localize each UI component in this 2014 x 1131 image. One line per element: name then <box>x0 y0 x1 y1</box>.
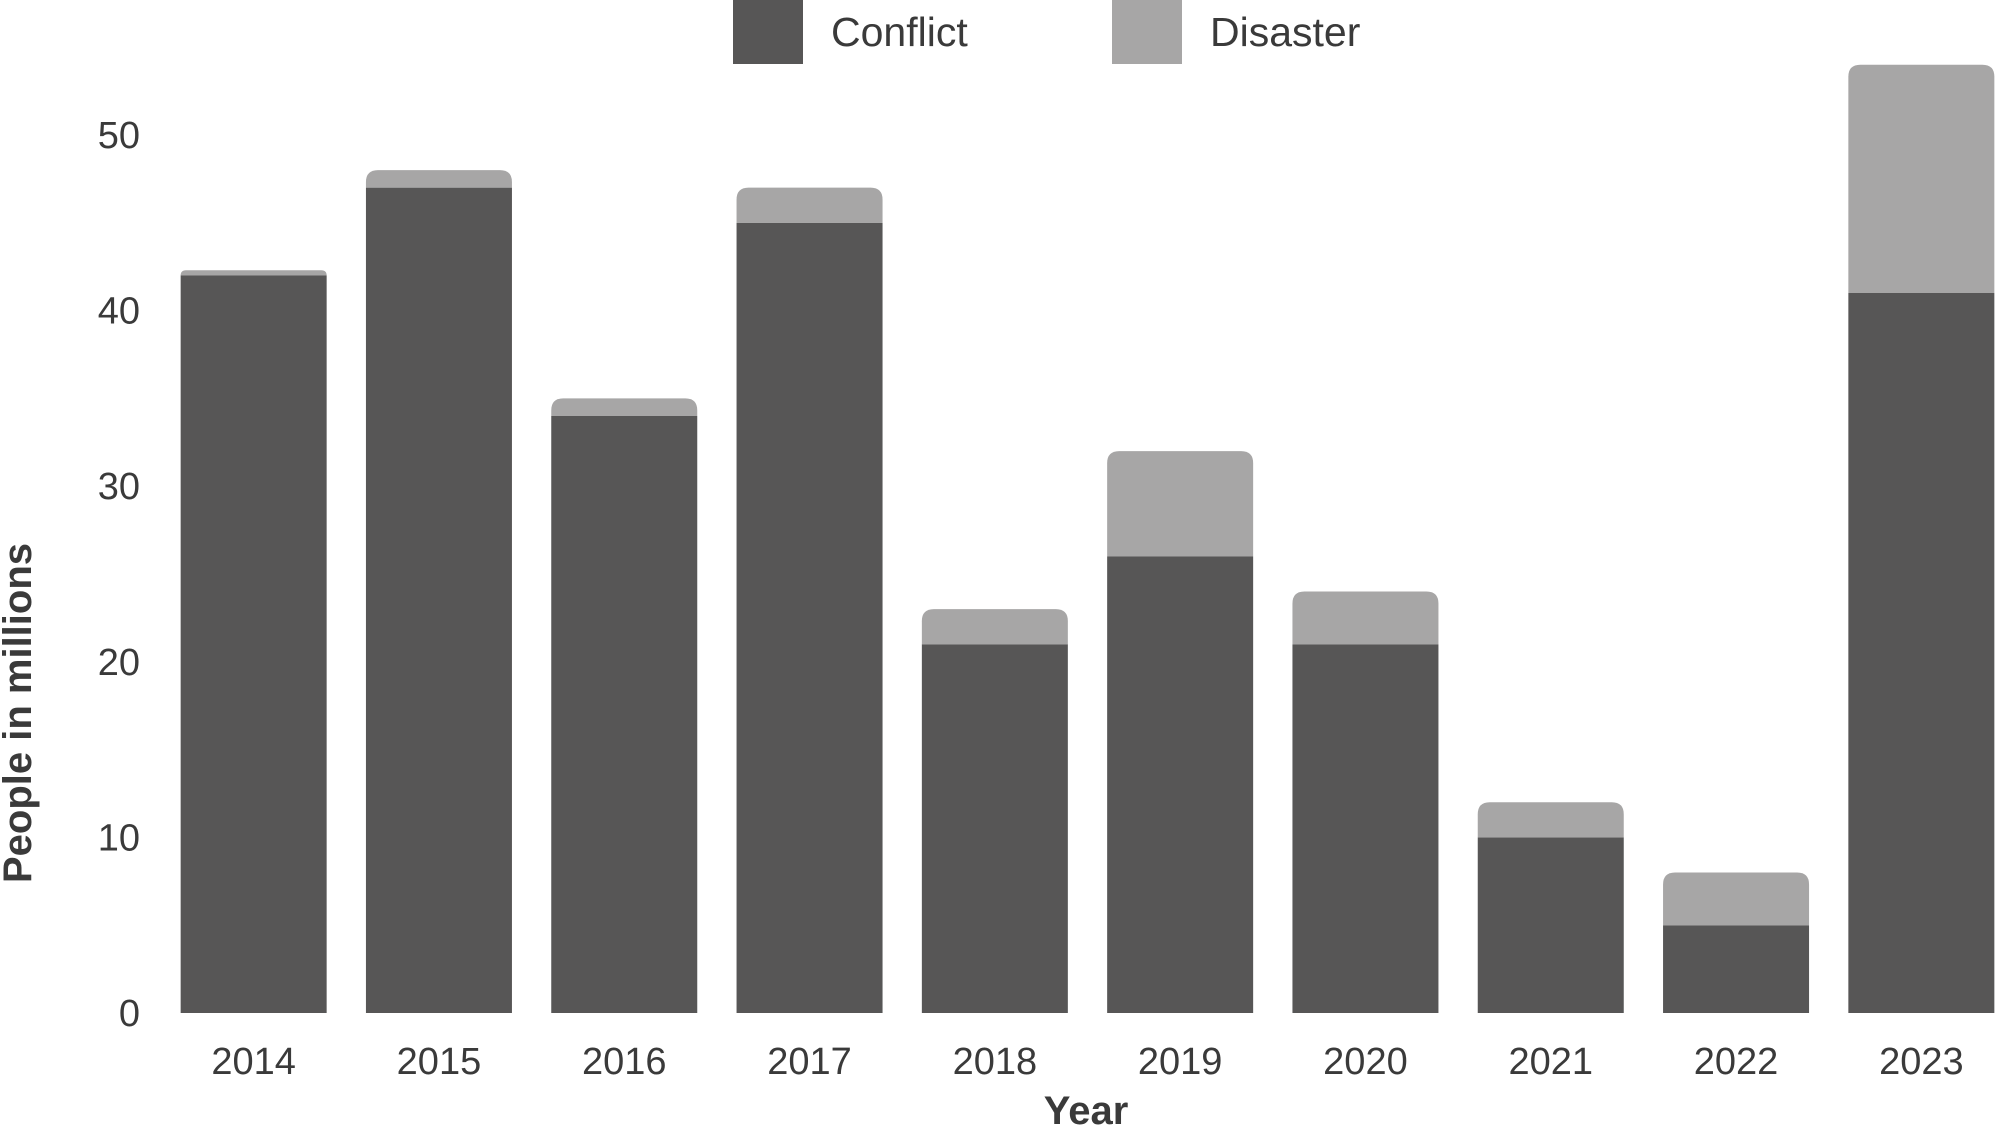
legend-swatch-disaster <box>1112 0 1182 64</box>
bar-disaster-2017 <box>736 187 883 223</box>
legend: Conflict Disaster <box>733 0 1360 64</box>
y-tick-label: 50 <box>98 115 140 157</box>
x-tick-label: 2015 <box>397 1041 482 1083</box>
bar-disaster-2022 <box>1663 872 1810 926</box>
y-tick-label: 0 <box>119 993 140 1035</box>
legend-label-disaster: Disaster <box>1210 9 1360 55</box>
bar-conflict-2020 <box>1292 644 1439 1013</box>
bar-conflict-2015 <box>365 187 512 1013</box>
legend-swatch-conflict <box>733 0 803 64</box>
bar-conflict-2017 <box>736 222 883 1014</box>
y-tick-label: 20 <box>98 642 140 684</box>
bars <box>180 64 1995 1014</box>
y-tick-label: 40 <box>98 291 140 333</box>
bar-disaster-2015 <box>365 170 512 188</box>
x-tick-label: 2018 <box>953 1041 1038 1083</box>
bar-conflict-2021 <box>1477 837 1624 1013</box>
x-tick-label: 2021 <box>1508 1041 1593 1083</box>
bar-disaster-2020 <box>1292 591 1439 645</box>
x-tick-label: 2016 <box>582 1041 667 1083</box>
bar-conflict-2016 <box>551 415 698 1014</box>
x-tick-label: 2017 <box>767 1041 852 1083</box>
y-axis-title: People in millions <box>0 543 40 883</box>
x-axis-ticks: 2014 2015 2016 2017 2018 2019 2020 2021 2022 2023 <box>211 1041 1963 1083</box>
x-tick-label: 2019 <box>1138 1041 1223 1083</box>
x-tick-label: 2022 <box>1694 1041 1779 1083</box>
bar-conflict-2022 <box>1663 925 1810 1013</box>
bar-disaster-2023 <box>1848 64 1995 294</box>
bar-disaster-2021 <box>1477 802 1624 838</box>
bar-disaster-2019 <box>1107 451 1254 557</box>
x-tick-label: 2023 <box>1879 1041 1964 1083</box>
bar-conflict-2014 <box>180 275 327 1014</box>
x-axis-title: Year <box>1044 1089 1129 1131</box>
y-axis-ticks: 0 10 20 30 40 50 <box>98 115 140 1035</box>
bar-disaster-2014 <box>180 270 327 276</box>
legend-label-conflict: Conflict <box>831 9 968 55</box>
bar-conflict-2018 <box>921 644 1068 1013</box>
x-tick-label: 2020 <box>1323 1041 1408 1083</box>
bar-disaster-2016 <box>551 398 698 416</box>
bar-disaster-2018 <box>921 609 1068 645</box>
bar-conflict-2023 <box>1848 293 1995 1013</box>
y-tick-label: 30 <box>98 466 140 508</box>
bar-conflict-2019 <box>1107 556 1254 1013</box>
y-tick-label: 10 <box>98 817 140 859</box>
x-tick-label: 2014 <box>211 1041 296 1083</box>
